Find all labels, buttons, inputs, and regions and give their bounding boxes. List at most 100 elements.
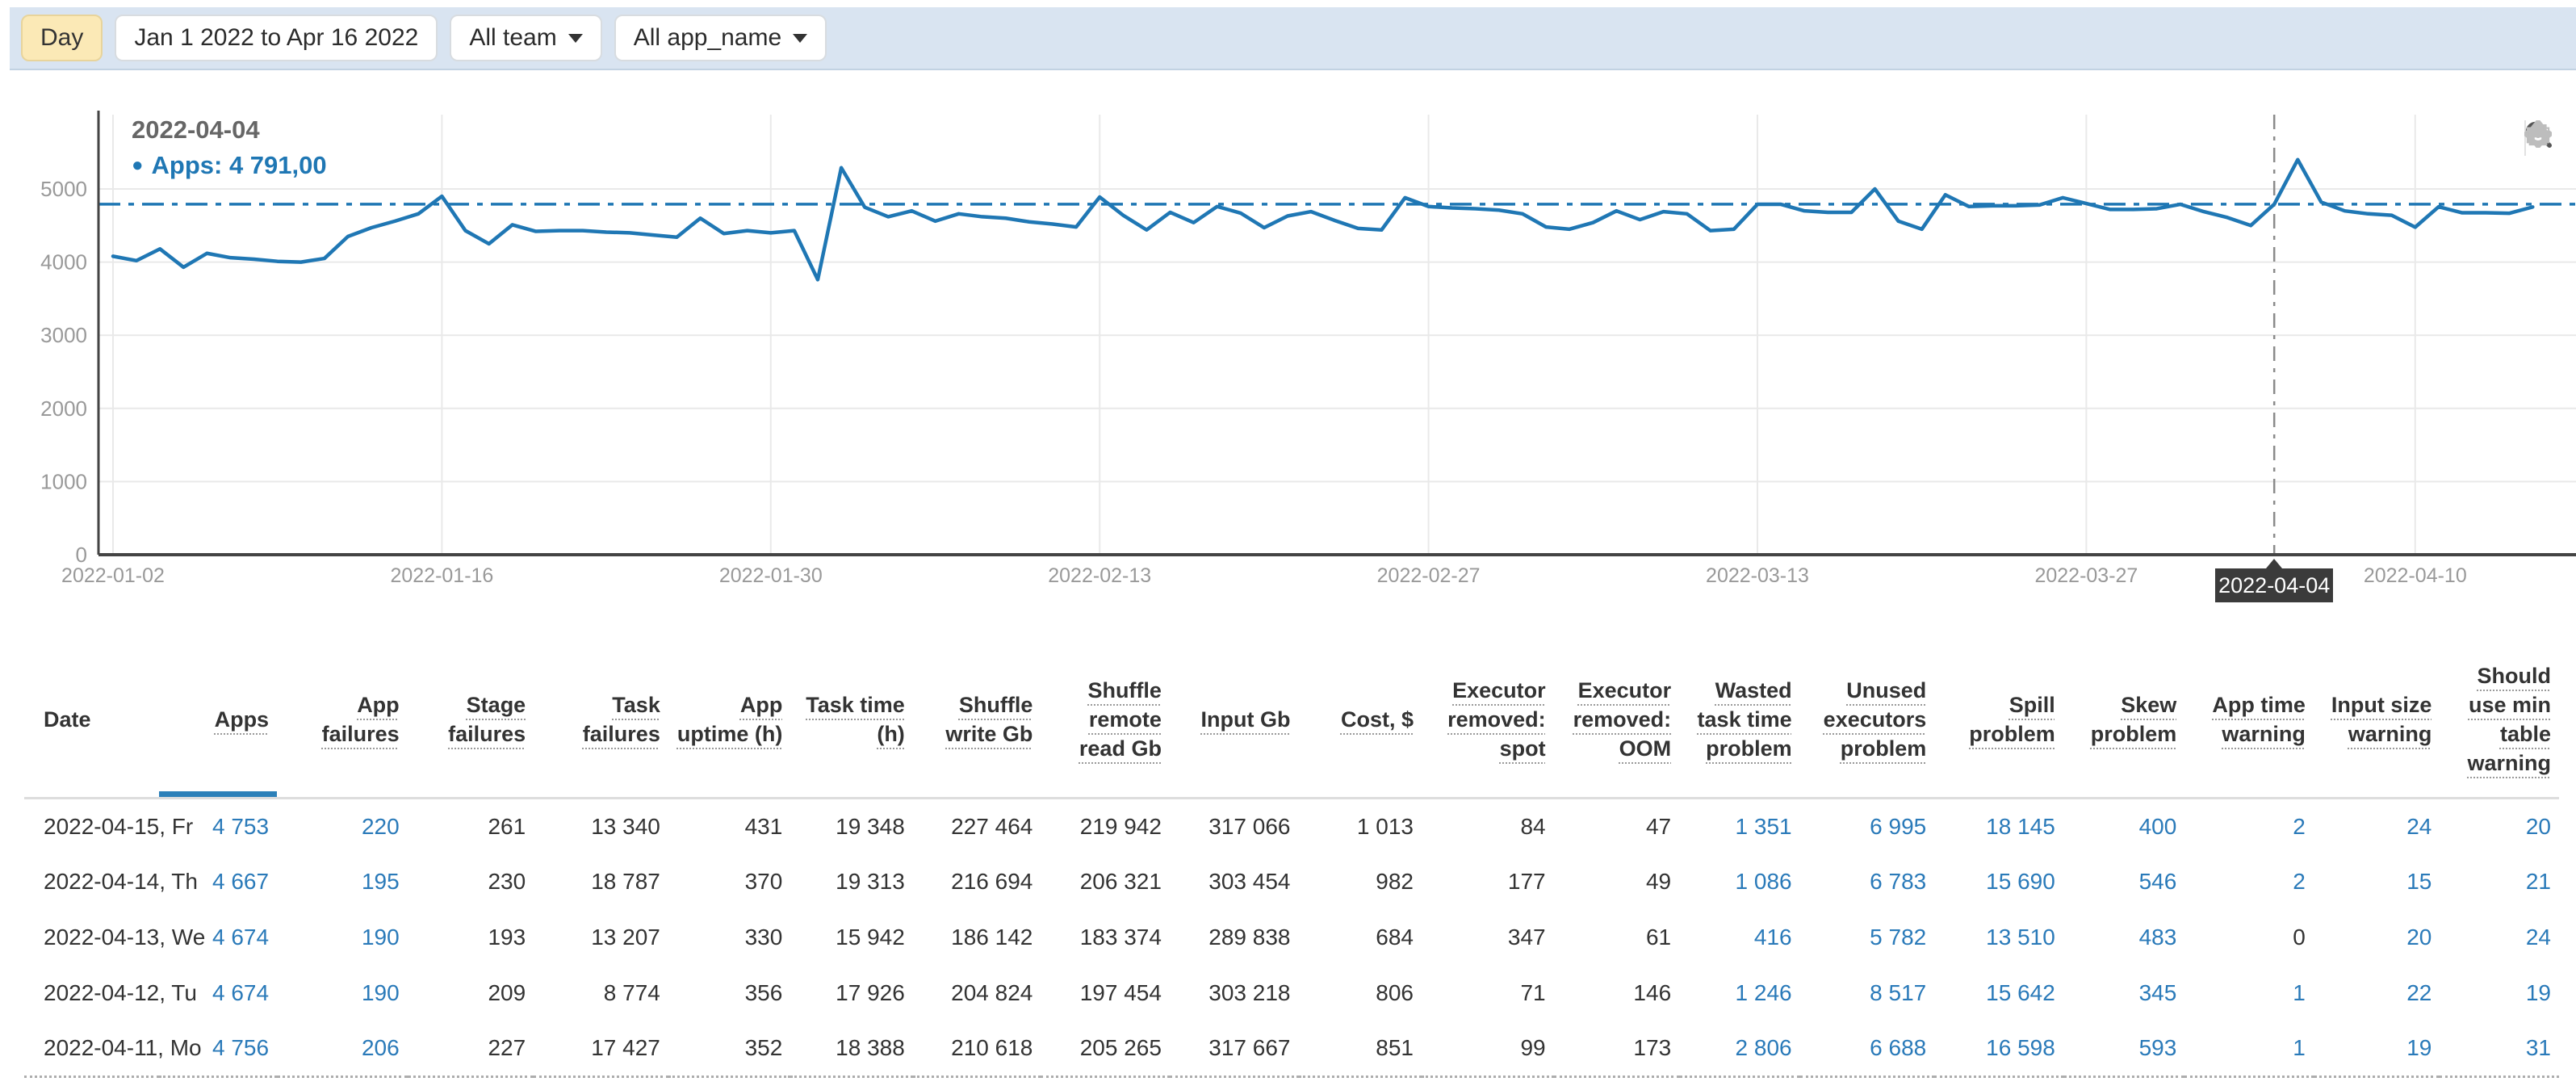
- metric-cell[interactable]: 1: [2293, 980, 2306, 1005]
- app-name-filter-dropdown[interactable]: All app_name: [614, 15, 827, 61]
- metric-cell[interactable]: 19: [2406, 1035, 2432, 1061]
- column-header-task-time-h-[interactable]: Task time (h): [790, 647, 913, 799]
- metric-cell: 146: [1633, 980, 1672, 1005]
- metric-cell[interactable]: 324: [2063, 1076, 2185, 1086]
- metric-cell[interactable]: 12: [2313, 1076, 2440, 1086]
- chart-canvas[interactable]: 0 1000 2000 3000 4000 5000 2022-01-02 2022-01-1…: [0, 78, 2576, 635]
- metric-cell[interactable]: 31: [2525, 1035, 2551, 1061]
- metric-cell[interactable]: 2: [2293, 813, 2306, 839]
- metric-cell[interactable]: 140: [277, 1076, 408, 1086]
- metric-cell[interactable]: 15: [2406, 869, 2432, 894]
- column-header-app-time-warning[interactable]: App time warning: [2184, 647, 2314, 799]
- metric-cell[interactable]: 593: [2138, 1035, 2177, 1061]
- metric-cell[interactable]: 6 783: [1870, 869, 1927, 894]
- apps-series-line: [111, 157, 2535, 282]
- metric-cell[interactable]: 1 086: [1735, 869, 1792, 894]
- metric-cell[interactable]: 3 654: [1799, 1076, 1935, 1086]
- metric-cell[interactable]: 472: [1679, 1076, 1800, 1086]
- column-header-cost-[interactable]: Cost, $: [1298, 647, 1422, 799]
- metric-cell[interactable]: 400: [2138, 813, 2177, 839]
- metric-cell[interactable]: 4 753: [212, 813, 270, 839]
- metric-cell[interactable]: 220: [361, 813, 400, 839]
- column-header-shuffle-remote-read-gb[interactable]: Shuffle remote read Gb: [1041, 647, 1170, 799]
- metric-cell[interactable]: 24: [2406, 813, 2432, 839]
- column-header-date[interactable]: Date: [24, 647, 159, 799]
- metric-cell: 216 694: [951, 869, 1033, 894]
- metric-cell[interactable]: 1 246: [1735, 980, 1792, 1005]
- metric-cell: 18 787: [591, 869, 660, 894]
- metric-cell[interactable]: 2 806: [1735, 1035, 1792, 1061]
- column-header-should-use-min-table-warning[interactable]: Should use min table warning: [2440, 647, 2559, 799]
- metric-cell: 171 476: [1041, 1076, 1170, 1086]
- granularity-day-button[interactable]: Day: [21, 15, 103, 61]
- metric-cell[interactable]: 20: [2406, 925, 2432, 950]
- metric-cell[interactable]: 1: [2293, 1035, 2306, 1061]
- metric-cell[interactable]: 195: [361, 869, 400, 894]
- metric-cell[interactable]: 21: [2525, 869, 2551, 894]
- metric-cell[interactable]: 4 674: [212, 980, 270, 1005]
- metric-cell: 540: [1298, 1076, 1422, 1086]
- metric-cell[interactable]: 416: [1753, 925, 1792, 950]
- metric-cell[interactable]: 4 667: [212, 869, 270, 894]
- metric-cell[interactable]: 14 206: [1934, 1076, 2063, 1086]
- metric-cell[interactable]: 20: [2525, 813, 2551, 839]
- x-axis-tick: 2022-04-10: [2364, 564, 2467, 587]
- metric-cell[interactable]: 5 782: [1870, 925, 1927, 950]
- metric-cell[interactable]: 22: [2406, 980, 2432, 1005]
- metric-cell[interactable]: 190: [361, 925, 400, 950]
- column-header-stage-failures[interactable]: Stage failures: [407, 647, 534, 799]
- metric-cell: 227: [488, 1035, 526, 1061]
- metric-cell: 204 824: [951, 980, 1033, 1005]
- metric-cell[interactable]: 2: [2293, 869, 2306, 894]
- team-filter-dropdown[interactable]: All team: [450, 15, 602, 61]
- metric-cell: 173: [1633, 1035, 1672, 1061]
- metric-cell[interactable]: 17: [2440, 1076, 2559, 1086]
- metric-cell: 0: [2184, 1076, 2314, 1086]
- metric-cell[interactable]: 15 690: [1986, 869, 2055, 894]
- column-header-executor-removed-spot[interactable]: Executor removed: spot: [1422, 647, 1554, 799]
- metric-cell[interactable]: 4 756: [212, 1035, 270, 1061]
- metric-cell[interactable]: 8 517: [1870, 980, 1927, 1005]
- date-cell: 2022-04-11, Mo: [44, 1035, 202, 1061]
- column-header-app-failures[interactable]: App failures: [277, 647, 408, 799]
- column-header-wasted-task-time-problem[interactable]: Wasted task time problem: [1679, 647, 1800, 799]
- x-axis-tick: 2022-03-13: [1706, 564, 1809, 587]
- metric-cell[interactable]: 15 642: [1986, 980, 2055, 1005]
- metric-cell[interactable]: 13 510: [1986, 925, 2055, 950]
- column-header-input-gb[interactable]: Input Gb: [1169, 647, 1299, 799]
- y-axis-tick: 1000: [40, 469, 87, 493]
- modebar-separator: [2524, 120, 2526, 156]
- home-icon[interactable]: [2524, 120, 2552, 148]
- date-range-input[interactable]: Jan 1 2022 to Apr 16 2022: [115, 15, 438, 61]
- metric-cell[interactable]: 16 598: [1986, 1035, 2055, 1061]
- metric-cell[interactable]: 345: [2138, 980, 2177, 1005]
- column-header-executor-removed-oom[interactable]: Executor removed: OOM: [1553, 647, 1680, 799]
- metric-cell[interactable]: 18 145: [1986, 813, 2055, 839]
- column-header-skew-problem[interactable]: Skew problem: [2063, 647, 2185, 799]
- x-axis-tick: 2022-02-27: [1377, 564, 1481, 587]
- metric-cell[interactable]: 6 688: [1870, 1035, 1927, 1061]
- metric-cell[interactable]: 1 351: [1735, 813, 1792, 839]
- metric-cell[interactable]: 483: [2138, 925, 2177, 950]
- metric-cell: 3 063: [534, 1076, 668, 1086]
- tooltip-series-value: ● Apps: 4 791,00: [132, 151, 327, 179]
- column-header-apps[interactable]: Apps: [158, 647, 278, 799]
- metric-cell[interactable]: 24: [2525, 925, 2551, 950]
- column-header-unused-executors-problem[interactable]: Unused executors problem: [1799, 647, 1935, 799]
- metric-cell[interactable]: 6 995: [1870, 813, 1927, 839]
- metric-cell[interactable]: 19: [2525, 980, 2551, 1005]
- column-header-spill-problem[interactable]: Spill problem: [1934, 647, 2063, 799]
- metric-cell[interactable]: 4 477: [158, 1076, 278, 1086]
- metric-cell[interactable]: 206: [361, 1035, 400, 1061]
- column-header-shuffle-write-gb[interactable]: Shuffle write Gb: [912, 647, 1041, 799]
- apps-line-chart[interactable]: 0 1000 2000 3000 4000 5000 2022-01-02 2022-01-1…: [0, 78, 2576, 635]
- metric-cell[interactable]: 4 674: [212, 925, 270, 950]
- column-header-input-size-warning[interactable]: Input size warning: [2313, 647, 2440, 799]
- metric-cell[interactable]: 546: [2138, 869, 2177, 894]
- x-axis-tick: 2022-02-13: [1048, 564, 1151, 587]
- metric-cell: 8 774: [603, 980, 660, 1005]
- metric-cell[interactable]: 190: [361, 980, 400, 1005]
- column-header-task-failures[interactable]: Task failures: [534, 647, 668, 799]
- chart-modebar: [2524, 120, 2552, 156]
- column-header-app-uptime-h-[interactable]: App uptime (h): [668, 647, 791, 799]
